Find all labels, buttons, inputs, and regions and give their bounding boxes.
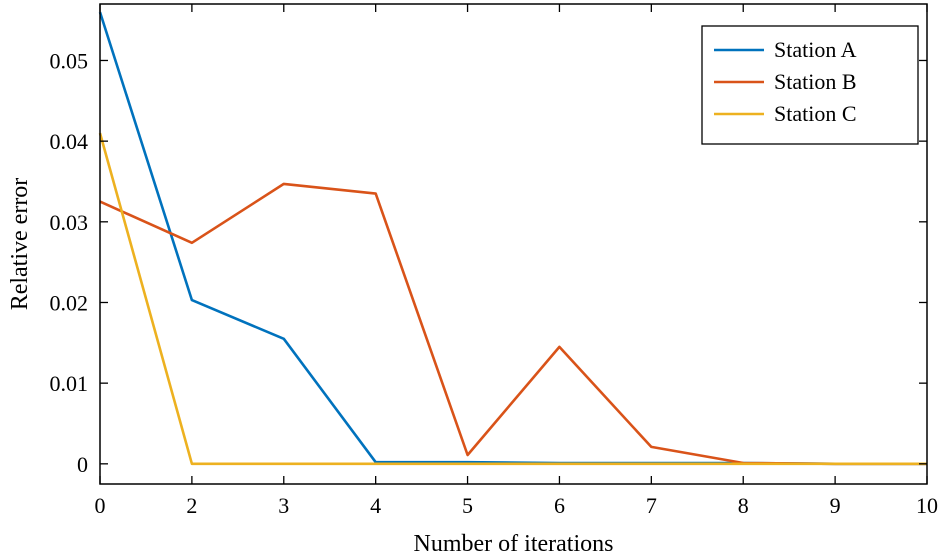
y-tick-label: 0.03 [50,210,89,235]
series-line-2 [99,182,927,466]
series-line-3 [98,132,927,466]
x-tick-label: 10 [916,493,938,518]
plot-frame [99,3,928,485]
legend: Station A Station B Station C [701,25,919,145]
x-axis: 0 2 3 4 5 6 7 8 9 10 [95,4,938,518]
y-axis: 0 0.01 0.02 0.03 0.04 0.05 [50,48,927,477]
x-tick-label: 9 [830,493,841,518]
x-tick-label: 6 [554,493,565,518]
legend-label-2: Station B [774,69,857,94]
x-tick-label: 4 [370,493,381,518]
x-tick-label: 5 [462,493,473,518]
y-tick-label: 0 [77,452,88,477]
legend-label-3: Station C [774,101,857,126]
y-tick-label: 0.01 [50,371,89,396]
x-tick-label: 7 [646,493,657,518]
x-tick-label: 3 [278,493,289,518]
x-axis-label: Number of iterations [414,531,614,555]
series-layer [98,11,927,466]
y-axis-label: Relative error [7,178,33,311]
y-tick-label: 0.04 [50,129,89,154]
y-tick-label: 0.05 [50,48,89,73]
x-tick-label: 2 [186,493,197,518]
x-tick-label: 0 [95,493,106,518]
y-tick-label: 0.02 [50,290,89,315]
legend-label-1: Station A [774,37,857,62]
legend-box [701,25,919,145]
x-tick-label: 8 [738,493,749,518]
